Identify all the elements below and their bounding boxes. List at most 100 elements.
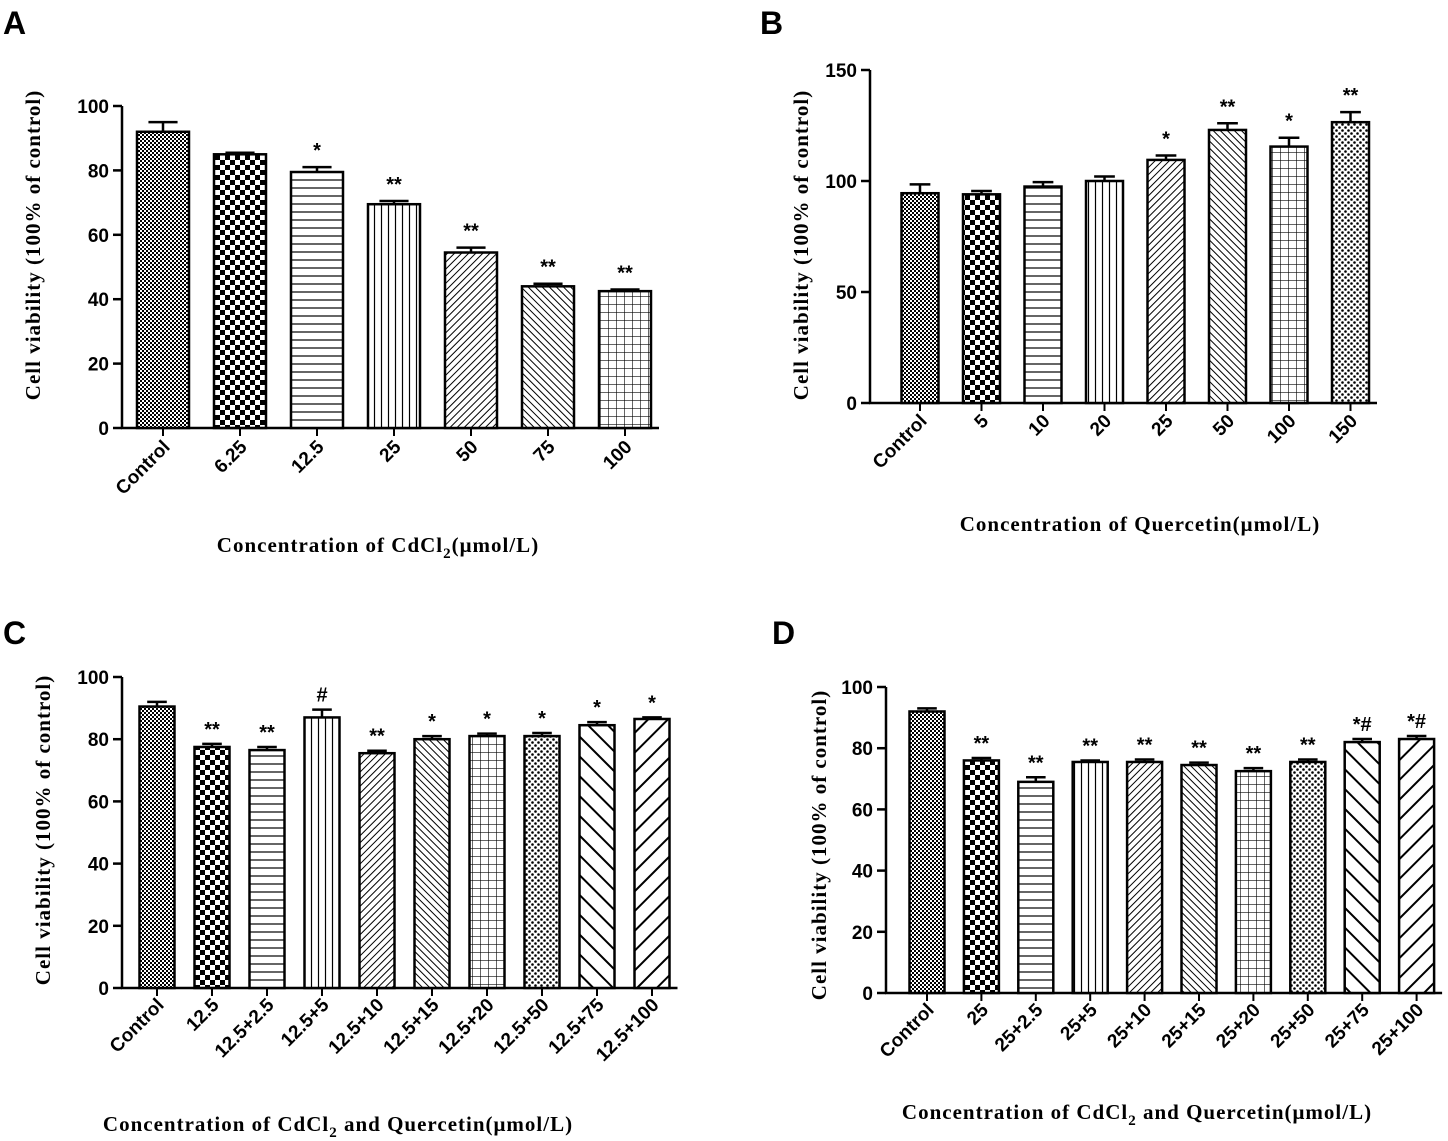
x-axis-title: Concentration of CdCl2(μmol/L) [217,533,539,562]
bar [1071,760,1109,995]
y-tick-label: 40 [88,290,109,311]
x-tick-label: Control [876,1000,939,1063]
x-tick-label: 25 [963,999,993,1029]
significance-label: ** [1220,96,1236,118]
y-tick-label: 100 [77,97,109,118]
y-tick-label: 0 [846,394,857,415]
y-tick-label: 80 [88,161,109,182]
bar [303,716,341,990]
y-tick-label: 150 [825,61,857,82]
panel-c: C 0 20 40 60 80 100 Cell viability (100% of con… [3,615,678,1141]
significance-label: * [538,708,546,730]
significance-label: ** [1191,738,1207,760]
significance-label: ** [1246,743,1262,765]
x-tick-label: 100 [1263,411,1300,448]
y-tick-label: 0 [862,984,873,1005]
panel-a: A 0 20 40 60 80 100 Cell viability (100% of con… [3,5,659,562]
bar [366,202,422,430]
panel-letter: A [3,5,26,41]
significance-label: ** [369,726,385,748]
y-axis-title: Cell viability (100% of control) [807,690,831,1000]
y-tick-label: 20 [88,355,109,376]
bar [1343,740,1381,995]
panel-letter: D [772,615,795,651]
y-tick-label: 20 [88,917,109,938]
significance-label: *# [1407,711,1426,733]
bar [443,251,499,430]
significance-label: * [1285,111,1293,133]
x-tick-label: 6.25 [211,436,252,477]
x-axis-title: Concentration of CdCl2 and Quercetin(μmo… [902,1100,1372,1129]
bar [1207,128,1248,405]
significance-label: ** [463,221,479,243]
bar [900,191,940,405]
panel-letter: B [760,5,783,41]
x-tick-label: Control [869,411,932,474]
x-tick-label: 25+15 [1158,999,1211,1052]
x-tick-label: 20 [1086,411,1116,441]
bar [138,705,176,990]
bar [1125,760,1164,995]
significance-label: * [428,711,436,733]
significance-label: * [313,140,321,162]
bar [358,751,396,990]
bar [1146,158,1186,405]
panel-letter: C [3,615,26,651]
y-tick-label: 0 [98,979,109,1000]
bar [597,289,653,430]
bar [908,710,946,995]
significance-label: ** [204,719,220,741]
bar [1289,760,1327,995]
y-tick-label: 100 [77,668,109,689]
x-tick-label: 25+100 [1368,1000,1428,1060]
significance-label: *# [1353,714,1372,736]
x-tick-label: 25 [1148,410,1178,440]
y-tick-label: 20 [852,923,873,944]
x-tick-label: 50 [1209,411,1239,441]
bar [193,745,231,990]
x-tick-label: 12.5+20 [435,995,499,1059]
x-tick-label: 10 [1025,411,1055,441]
x-tick-label: 12.5 [288,436,329,477]
y-axis-title: Cell viability (100% of control) [789,90,813,400]
bar [962,759,1001,995]
y-tick-label: 100 [841,678,873,699]
y-axis-title: Cell viability (100% of control) [21,90,45,400]
x-tick-label: 25+10 [1104,1000,1157,1053]
significance-label: ** [259,722,275,744]
bar [1397,737,1436,995]
bar [1023,185,1063,405]
significance-label: * [1162,128,1170,150]
significance-label: ** [1300,735,1316,757]
x-tick-label: 25+20 [1212,1000,1265,1053]
significance-label: * [648,692,656,714]
x-tick-label: Control [106,995,169,1058]
bar [578,723,616,990]
y-axis-title: Cell viability (100% of control) [31,675,55,985]
bar [413,737,451,990]
x-tick-label: 12.5+2.5 [211,994,279,1062]
bar [248,748,286,990]
significance-label: ** [617,263,633,285]
x-tick-label: 5 [971,410,994,433]
bar [289,170,345,430]
significance-label: ** [1082,735,1098,757]
y-tick-label: 50 [836,283,857,304]
panel-b: B 0 50 100 150 Cell viability (100% of contro… [760,5,1377,536]
bar [1180,763,1218,995]
x-tick-label: 25 [376,436,406,466]
y-tick-label: 0 [98,419,109,440]
x-tick-label: 25+5 [1057,999,1102,1044]
y-tick-label: 60 [88,226,109,247]
significance-label: # [316,685,327,707]
bar [1084,179,1125,405]
x-tick-label: 12.5+50 [490,995,554,1059]
bar [468,734,506,990]
bar [1234,769,1273,995]
y-tick-label: 80 [852,739,873,760]
y-tick-label: 40 [88,855,109,876]
bar [961,193,1002,405]
x-tick-label: 25+2.5 [991,999,1048,1056]
bar [520,285,576,430]
